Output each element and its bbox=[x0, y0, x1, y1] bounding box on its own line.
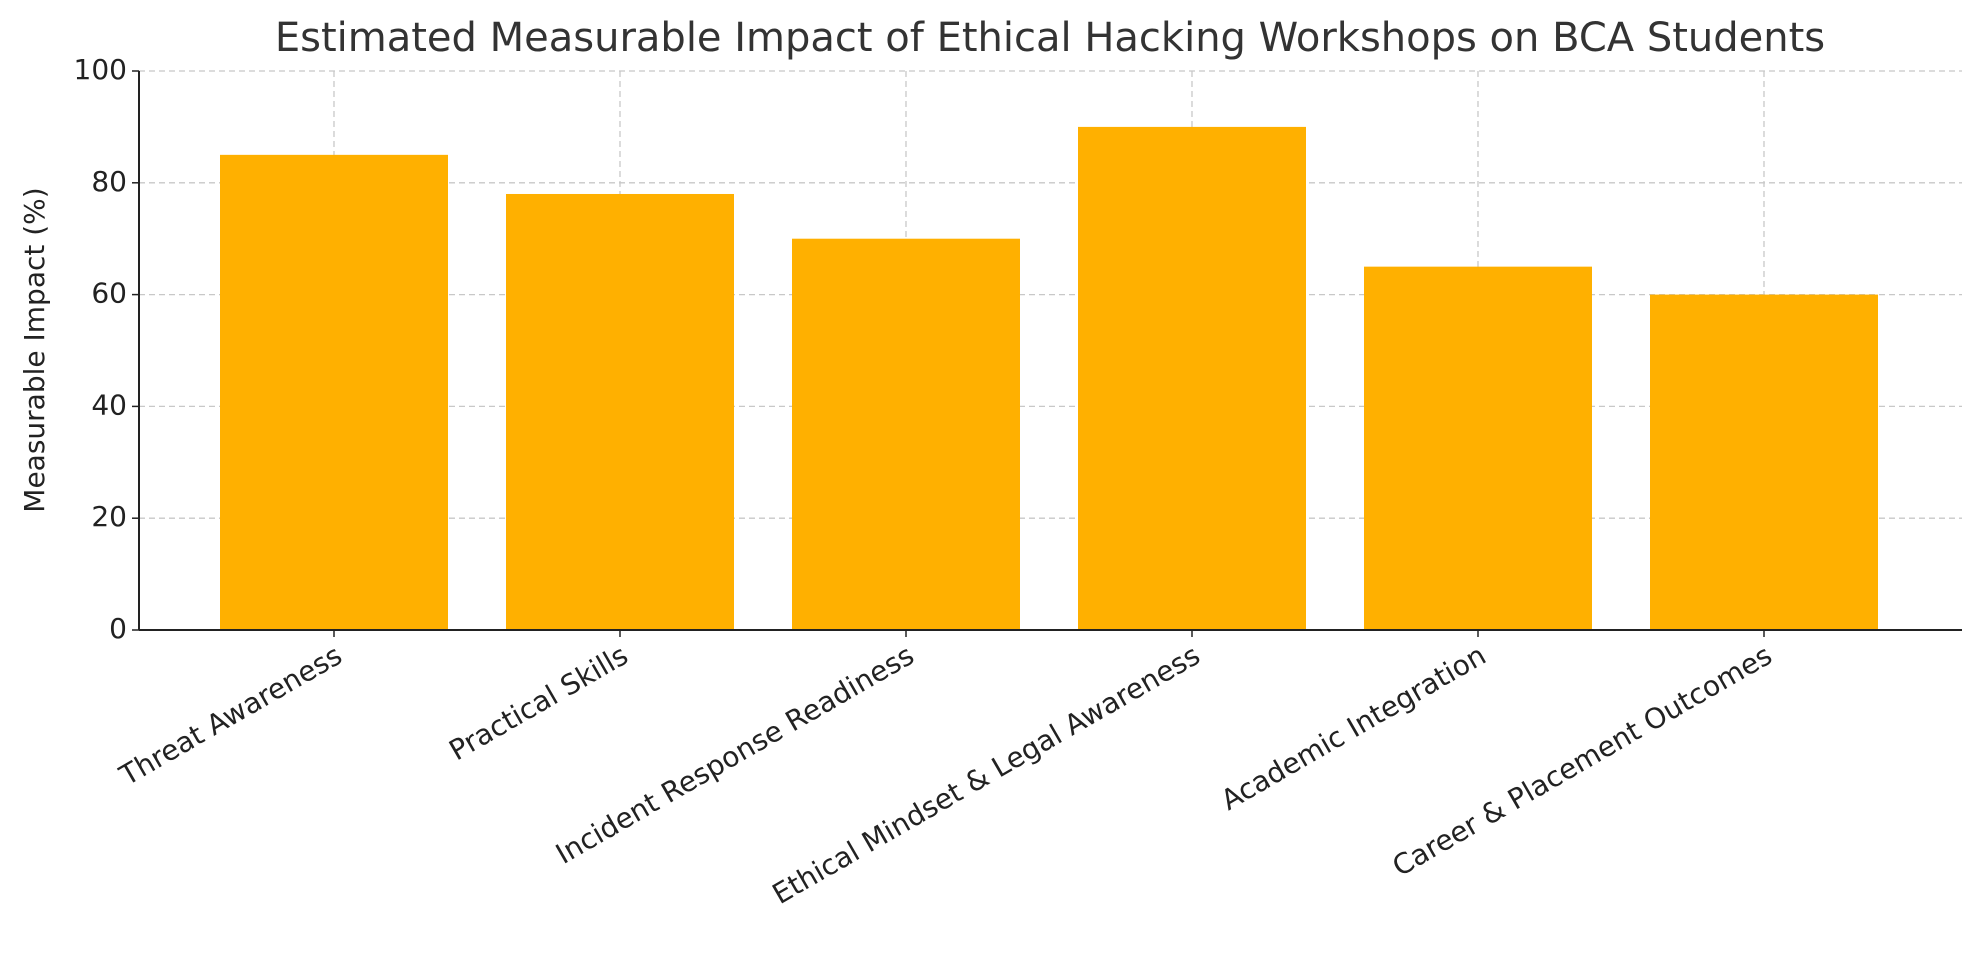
x-tick-label: Academic Integration bbox=[1215, 638, 1491, 817]
chart-title: Estimated Measurable Impact of Ethical H… bbox=[275, 15, 1825, 61]
bar bbox=[1078, 126, 1306, 631]
bar bbox=[1364, 266, 1592, 630]
y-tick-label: 0 bbox=[109, 612, 127, 645]
bars bbox=[220, 126, 1878, 631]
x-tick-label: Practical Skills bbox=[443, 638, 633, 767]
y-tick-label: 100 bbox=[74, 53, 127, 86]
y-tick-label: 20 bbox=[91, 500, 127, 533]
bar bbox=[220, 154, 448, 630]
bar bbox=[792, 238, 1020, 630]
y-tick-label: 80 bbox=[91, 165, 127, 198]
bar bbox=[1650, 294, 1878, 630]
x-tick-label: Threat Awareness bbox=[113, 638, 347, 792]
y-tick-label: 60 bbox=[91, 277, 127, 310]
y-tick-label: 40 bbox=[91, 388, 127, 421]
bar bbox=[506, 193, 734, 631]
y-axis-label: Measurable Impact (%) bbox=[18, 187, 51, 512]
